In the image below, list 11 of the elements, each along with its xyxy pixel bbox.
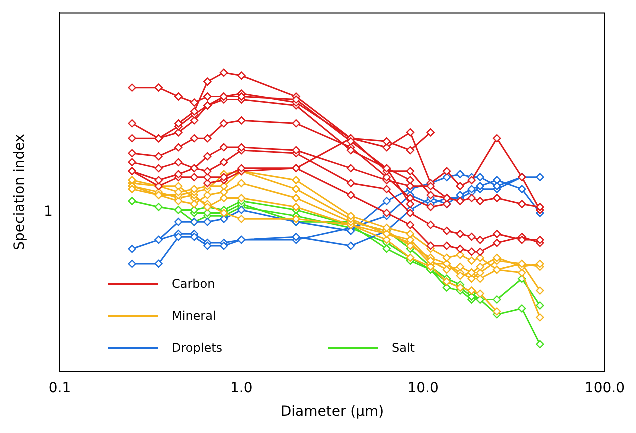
x-tick-label: 100.0 bbox=[584, 380, 626, 396]
y-axis-title: Speciation index bbox=[12, 134, 28, 250]
legend-label: Salt bbox=[392, 341, 416, 355]
x-tick-label: 0.1 bbox=[48, 380, 72, 396]
x-tick-label: 10.0 bbox=[408, 380, 439, 396]
legend-label: Mineral bbox=[172, 309, 216, 323]
x-tick-label: 1.0 bbox=[230, 380, 253, 396]
legend-label: Carbon bbox=[172, 277, 216, 291]
legend-label: Droplets bbox=[172, 341, 223, 355]
text: 1 bbox=[44, 204, 53, 220]
x-axis-title: Diameter (μm) bbox=[280, 404, 384, 420]
